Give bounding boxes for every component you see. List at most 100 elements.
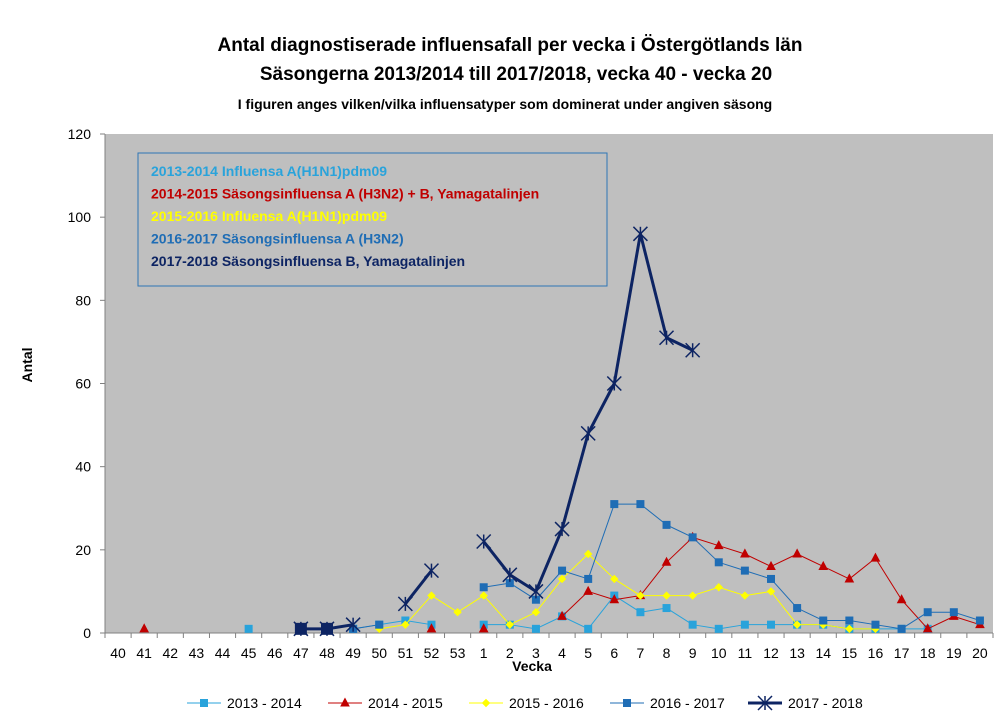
- data-point: [609, 594, 620, 604]
- y-tick-label: 120: [68, 126, 92, 142]
- legend-label: 2016 - 2017: [650, 695, 725, 711]
- data-point: [975, 616, 984, 625]
- data-point: [476, 533, 492, 550]
- data-point: [740, 548, 750, 558]
- data-point: [505, 620, 515, 629]
- series-layer: [139, 226, 985, 637]
- series-line: [379, 553, 876, 630]
- data-point: [767, 620, 775, 629]
- y-tick-label: 20: [75, 542, 91, 558]
- data-point: [531, 624, 540, 633]
- legend-item: 2016 - 2017: [610, 695, 725, 711]
- data-point: [479, 583, 488, 592]
- data-point: [427, 591, 436, 600]
- x-tick-label: 43: [189, 645, 205, 661]
- x-tick-label: 51: [398, 645, 414, 661]
- x-tick-label: 3: [532, 645, 540, 661]
- x-axis-label: Vecka: [512, 658, 552, 674]
- data-point: [481, 698, 491, 708]
- legend: 2013 - 2014 2014 - 2015 2015 - 2016 2016 - …: [187, 695, 863, 711]
- data-point: [636, 500, 645, 509]
- data-point: [623, 699, 631, 707]
- data-point: [766, 587, 776, 596]
- data-point: [766, 560, 776, 570]
- data-point: [636, 591, 645, 600]
- x-tick-label: 8: [663, 645, 671, 661]
- x-tick-label: 52: [424, 645, 440, 661]
- data-point: [375, 620, 384, 629]
- data-point: [844, 573, 855, 583]
- legend-item: 2013 - 2014: [187, 695, 302, 711]
- series-line: [483, 503, 981, 630]
- annotation-line: 2016-2017 Säsongsinfluensa A (H3N2): [151, 231, 404, 247]
- data-point: [321, 622, 333, 635]
- data-point: [610, 574, 619, 584]
- series-line: [404, 569, 433, 605]
- data-point: [423, 563, 440, 579]
- data-point: [870, 552, 881, 562]
- series-2016-2017: [349, 500, 984, 633]
- data-point: [688, 620, 697, 629]
- data-point: [584, 624, 593, 633]
- x-tick-label: 15: [842, 645, 858, 661]
- data-point: [793, 604, 802, 613]
- plot-area: [105, 134, 993, 633]
- data-point: [244, 624, 253, 633]
- series-2017-2018-early-markers: [294, 622, 333, 635]
- data-point: [401, 620, 410, 629]
- x-tick-label: 16: [868, 645, 884, 661]
- annotation-box: 2013-2014 Influensa A(H1N1)pdm09 2014-201…: [137, 152, 608, 287]
- annotation-line: 2015-2016 Influensa A(H1N1)pdm09: [151, 208, 387, 224]
- data-point: [688, 533, 697, 542]
- data-point: [949, 608, 958, 617]
- data-point: [580, 425, 596, 441]
- x-tick-label: 44: [215, 645, 231, 661]
- x-tick-label: 41: [136, 645, 152, 661]
- legend-item: 2015 - 2016: [469, 695, 584, 711]
- data-point: [557, 574, 567, 584]
- x-tick-label: 9: [689, 645, 697, 661]
- data-point: [558, 566, 567, 575]
- data-point: [479, 591, 488, 600]
- data-point: [714, 624, 723, 633]
- chart-title: Antal diagnostiserade influensafall per …: [218, 35, 803, 56]
- annotation-line: 2014-2015 Säsongsinfluensa A (H3N2) + B,…: [151, 186, 539, 202]
- x-tick-label: 7: [637, 645, 645, 661]
- data-point: [662, 591, 671, 600]
- data-point: [340, 697, 350, 707]
- y-tick-label: 80: [75, 292, 91, 308]
- data-point: [740, 620, 749, 629]
- data-point: [740, 566, 749, 575]
- data-point: [583, 549, 593, 559]
- x-tick-label: 48: [319, 645, 335, 661]
- data-point: [662, 520, 671, 529]
- y-tick-label: 60: [75, 376, 91, 392]
- data-point: [606, 375, 622, 392]
- x-tick-label: 53: [450, 645, 466, 661]
- legend-label: 2014 - 2015: [368, 695, 443, 711]
- data-point: [584, 574, 593, 583]
- data-point: [714, 583, 723, 592]
- data-point: [818, 560, 829, 570]
- y-tick-label: 100: [68, 209, 92, 225]
- data-point: [531, 608, 541, 617]
- data-point: [767, 574, 775, 583]
- data-point: [397, 596, 413, 612]
- data-point: [688, 591, 697, 600]
- data-point: [139, 623, 150, 633]
- data-point: [426, 623, 437, 633]
- data-point: [896, 594, 907, 604]
- data-point: [713, 540, 724, 550]
- x-tick-label: 40: [110, 645, 126, 661]
- x-tick-label: 10: [711, 645, 727, 661]
- x-tick-label: 46: [267, 645, 283, 661]
- data-point: [610, 500, 619, 509]
- data-point: [554, 521, 570, 537]
- series-2015-2016: [375, 549, 880, 634]
- x-tick-label: 45: [241, 645, 257, 661]
- y-tick-label: 40: [75, 459, 91, 475]
- x-tick-label: 5: [584, 645, 592, 661]
- data-point: [871, 620, 880, 629]
